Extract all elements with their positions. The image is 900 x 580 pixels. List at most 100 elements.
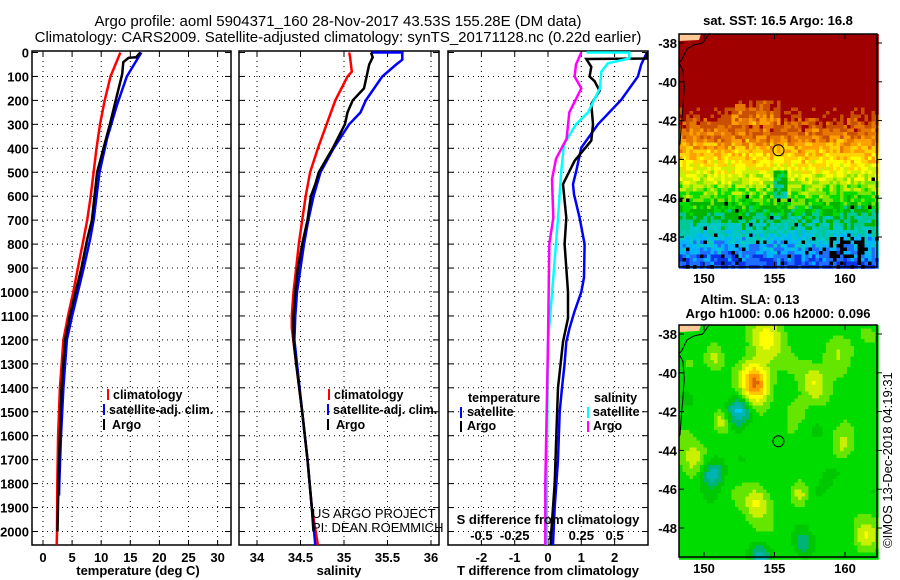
map-cell xyxy=(710,363,715,368)
map-cell xyxy=(749,118,753,122)
map-cell xyxy=(819,349,823,354)
map-cell xyxy=(801,237,806,241)
map-cell xyxy=(749,230,753,234)
map-cell xyxy=(826,254,830,259)
map-cell xyxy=(738,332,743,336)
map-cell xyxy=(794,97,799,101)
map-cell xyxy=(812,41,816,45)
map-cell xyxy=(864,244,869,248)
map-cell xyxy=(833,346,837,350)
map-cell xyxy=(738,104,743,108)
map-cell xyxy=(773,125,778,129)
map-cell xyxy=(864,41,869,45)
map-cell xyxy=(738,251,743,255)
map-cell xyxy=(756,325,760,329)
map-cell xyxy=(773,181,778,185)
map-cell xyxy=(766,128,771,133)
map-cell xyxy=(798,202,802,206)
map-cell xyxy=(700,226,704,231)
map-cell xyxy=(805,93,809,98)
map-cell xyxy=(787,195,792,199)
map-cell xyxy=(843,353,848,357)
map-cell xyxy=(861,184,865,189)
map-cell xyxy=(682,174,687,178)
map-cell xyxy=(819,370,823,375)
map-cell xyxy=(717,370,722,375)
map-cell xyxy=(819,135,823,140)
map-cell xyxy=(801,37,806,42)
map-cell xyxy=(686,367,690,371)
lat-tick-label: -42 xyxy=(658,114,677,129)
map-cell xyxy=(696,153,701,157)
map-cell xyxy=(791,353,795,357)
map-cell xyxy=(850,328,855,333)
map-cell xyxy=(861,244,865,248)
map-cell xyxy=(777,37,781,42)
map-cell xyxy=(787,111,792,115)
map-cell xyxy=(857,363,862,368)
map-cell xyxy=(745,100,750,105)
map-cell xyxy=(682,240,687,245)
map-cell xyxy=(857,132,862,136)
map-cell xyxy=(777,191,781,196)
map-cell xyxy=(784,160,788,164)
map-cell xyxy=(707,100,711,105)
map-cell xyxy=(763,367,767,371)
map-cell xyxy=(703,170,708,175)
map-cell xyxy=(731,135,736,140)
map-cell xyxy=(822,135,827,140)
map-cell xyxy=(742,370,746,375)
map-cell xyxy=(819,72,823,77)
map-cell xyxy=(815,90,820,94)
map-cell xyxy=(798,216,802,220)
map-cell xyxy=(759,251,764,255)
map-cell xyxy=(805,261,809,266)
map-cell xyxy=(731,244,736,248)
map-cell xyxy=(696,198,701,203)
map-cell xyxy=(784,237,788,241)
map-cell xyxy=(847,139,851,143)
map-cell xyxy=(759,135,764,140)
map-cell xyxy=(805,226,809,231)
map-cell xyxy=(819,139,823,143)
map-cell xyxy=(822,79,827,84)
map-cell xyxy=(787,353,792,357)
map-cell xyxy=(861,111,865,115)
map-cell xyxy=(819,111,823,115)
map-cell xyxy=(735,93,739,98)
map-cell xyxy=(759,370,764,375)
map-cell xyxy=(829,37,834,42)
map-cell xyxy=(857,219,862,224)
map-cell xyxy=(787,247,792,252)
map-cell xyxy=(756,254,760,259)
map-cell xyxy=(819,51,823,56)
map-cell xyxy=(724,237,729,241)
map-cell xyxy=(840,342,844,347)
map-cell xyxy=(710,202,715,206)
map-cell xyxy=(847,233,851,238)
map-cell xyxy=(829,240,834,245)
map-cell xyxy=(721,149,725,154)
map-cell xyxy=(703,160,708,164)
map-cell xyxy=(864,237,869,241)
map-cell xyxy=(864,114,869,119)
map-cell xyxy=(829,118,834,122)
map-cell xyxy=(679,216,683,220)
map-cell xyxy=(871,254,876,259)
map-cell xyxy=(787,86,792,91)
map-cell xyxy=(815,328,820,333)
map-cell xyxy=(721,121,725,126)
map-cell xyxy=(773,142,778,147)
map-cell xyxy=(840,251,844,255)
map-cell xyxy=(836,125,841,129)
map-cell xyxy=(864,65,869,70)
map-cell xyxy=(815,226,820,231)
map-cell xyxy=(770,254,774,259)
y-tick-label: 600 xyxy=(7,189,29,204)
map-cell xyxy=(854,86,858,91)
map-cell xyxy=(707,356,711,361)
map-cell xyxy=(864,349,869,354)
map-cell xyxy=(847,65,851,70)
map-cell xyxy=(812,65,816,70)
map-cell xyxy=(735,167,739,171)
